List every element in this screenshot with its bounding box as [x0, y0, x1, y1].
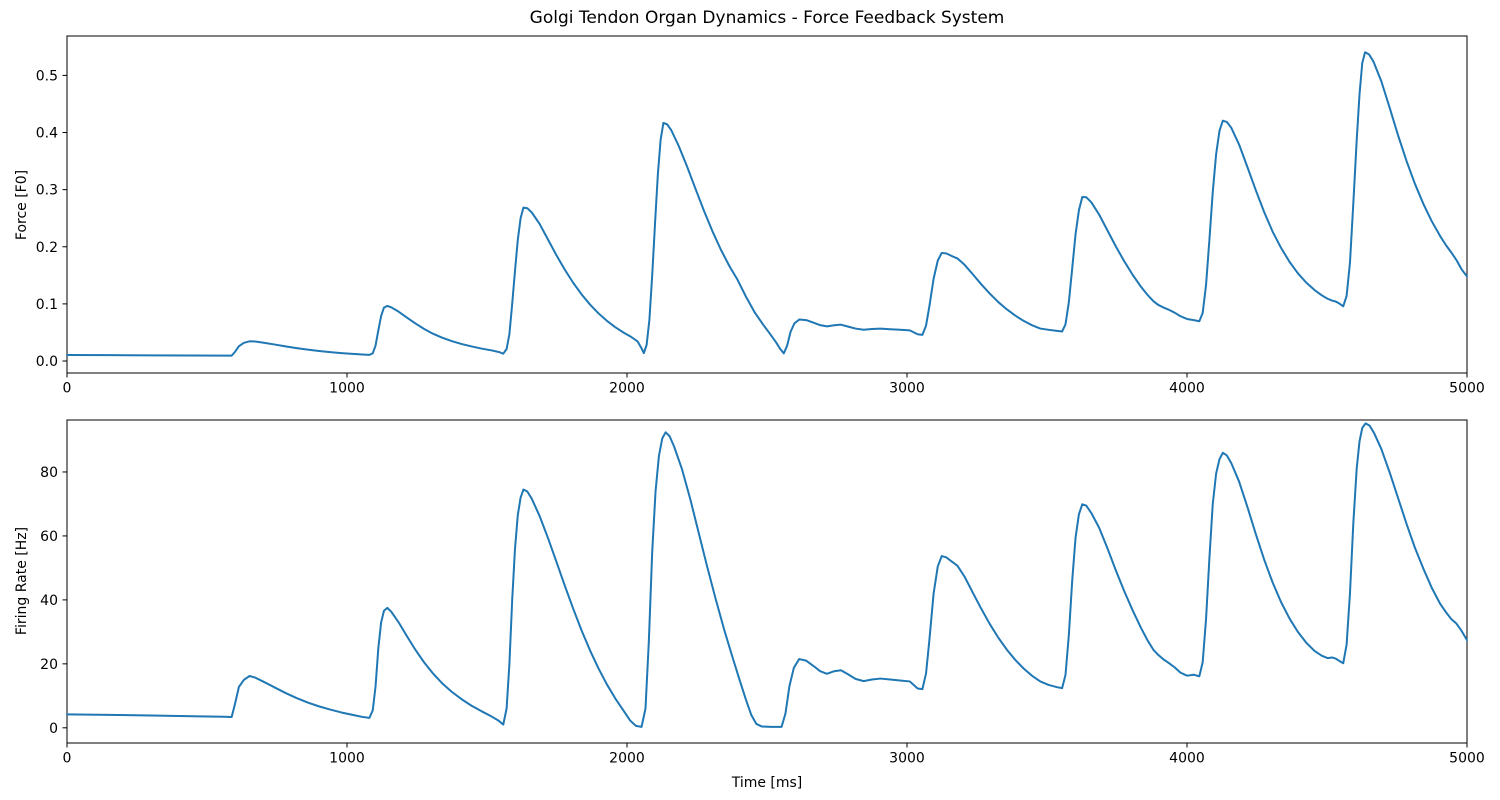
tendon-force-trace: [66, 51, 1468, 357]
y-tick-label: 0.4: [36, 126, 58, 142]
x-tick-label: 3000: [889, 751, 925, 767]
y-tick-label: 60: [40, 529, 58, 545]
time-axis-label: Time [ms]: [731, 775, 803, 791]
x-tick-label: 2000: [609, 381, 645, 397]
x-tick-label: 4000: [1169, 751, 1205, 767]
axes-frame: [66, 35, 1468, 374]
y-tick-label: 0.1: [36, 297, 58, 313]
x-tick-label: 4000: [1169, 381, 1205, 397]
y-tick-label: 20: [40, 657, 58, 673]
x-tick-label: 2000: [609, 751, 645, 767]
y-tick-label: 0.2: [36, 240, 58, 256]
y-tick-label: 0: [49, 721, 58, 737]
y-tick-label: 0.3: [36, 183, 58, 199]
chart-title: Golgi Tendon Organ Dynamics - Force Feed…: [529, 8, 1005, 28]
x-tick-label: 5000: [1449, 381, 1485, 397]
x-tick-label: 1000: [329, 751, 365, 767]
gto-firing-rate-trace: [66, 422, 1468, 728]
y-tick-label: 40: [40, 593, 58, 609]
x-tick-label: 1000: [329, 381, 365, 397]
y-tick-label: 0.0: [36, 354, 58, 370]
y-tick-label: 0.5: [36, 68, 58, 84]
x-tick-label: 0: [63, 751, 72, 767]
y-tick-label: 80: [40, 465, 58, 481]
x-tick-label: 0: [63, 381, 72, 397]
axes-frame: [66, 419, 1468, 744]
x-tick-label: 3000: [889, 381, 925, 397]
x-tick-label: 5000: [1449, 751, 1485, 767]
